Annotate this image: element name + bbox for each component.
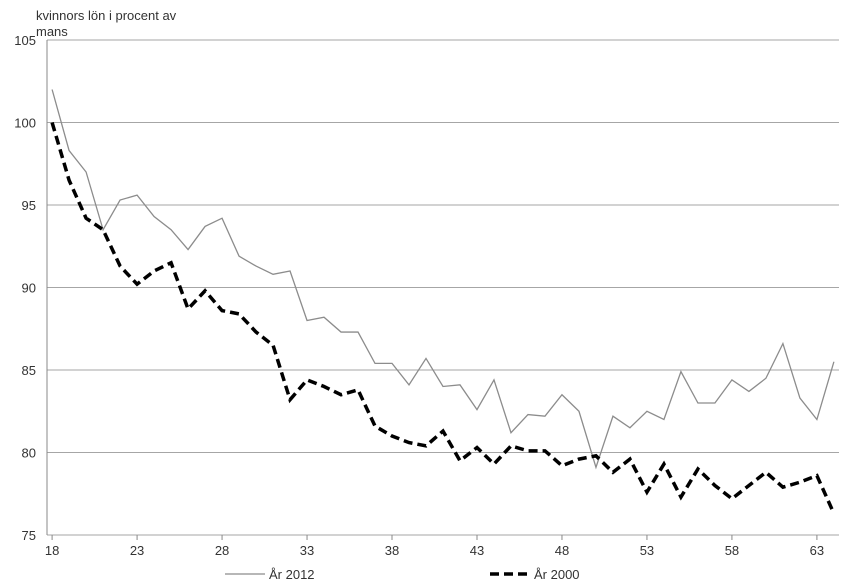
x-tick-label: 43 — [470, 543, 484, 558]
x-tick-label: 38 — [385, 543, 399, 558]
y-tick-label: 95 — [22, 198, 36, 213]
x-tick-label: 18 — [45, 543, 59, 558]
x-tick-label: 63 — [810, 543, 824, 558]
x-tick-label: 53 — [640, 543, 654, 558]
y-tick-label: 100 — [14, 116, 36, 131]
y-tick-label: 85 — [22, 363, 36, 378]
series-line — [51, 89, 835, 470]
y-tick-label: 75 — [22, 528, 36, 543]
x-tick-label: 58 — [725, 543, 739, 558]
x-tick-label: 48 — [555, 543, 569, 558]
x-tick-label: 23 — [130, 543, 144, 558]
chart-title: kvinnors lön i procent av mans — [36, 8, 177, 39]
x-tick-label: 33 — [300, 543, 314, 558]
legend-label: År 2000 — [534, 567, 580, 582]
x-tick-label: 28 — [215, 543, 229, 558]
y-tick-label: 90 — [22, 281, 36, 296]
y-tick-label: 105 — [14, 33, 36, 48]
legend-label: År 2012 — [269, 567, 315, 582]
series-line — [50, 122, 836, 515]
y-tick-label: 80 — [22, 446, 36, 461]
